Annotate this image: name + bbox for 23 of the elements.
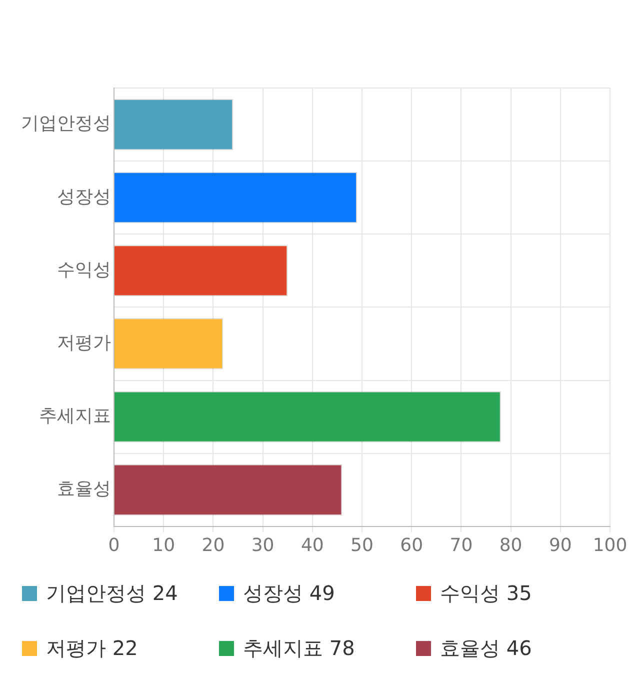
y-tick-label: 효율성 [57, 478, 111, 500]
legend-label: 효율성 46 [440, 635, 532, 662]
x-tick-label: 70 [450, 534, 473, 556]
x-tick-label: 80 [499, 534, 522, 556]
x-tick-label: 100 [592, 534, 628, 556]
x-tick-label: 90 [548, 534, 572, 556]
x-tick-label: 0 [108, 534, 120, 556]
y-tick-label: 기업안정성 [21, 113, 111, 134]
y-tick-label: 수익성 [57, 259, 111, 280]
legend-label: 수익성 35 [440, 580, 532, 607]
x-tick-label: 50 [350, 534, 374, 556]
legend-label: 저평가 22 [46, 635, 138, 662]
y-tick-label: 저평가 [57, 332, 111, 354]
x-tick-label: 10 [152, 534, 176, 556]
x-tick-label: 40 [300, 534, 324, 556]
legend-label: 기업안정성 24 [46, 580, 178, 607]
x-tick-label: 30 [251, 534, 274, 556]
x-tick-label: 20 [202, 534, 225, 556]
x-tick-label: 60 [400, 534, 424, 556]
y-tick-label: 성장성 [57, 186, 111, 208]
legend-label: 성장성 49 [243, 580, 335, 607]
y-tick-label: 추세지표 [39, 405, 111, 426]
legend-label: 추세지표 78 [243, 635, 355, 662]
